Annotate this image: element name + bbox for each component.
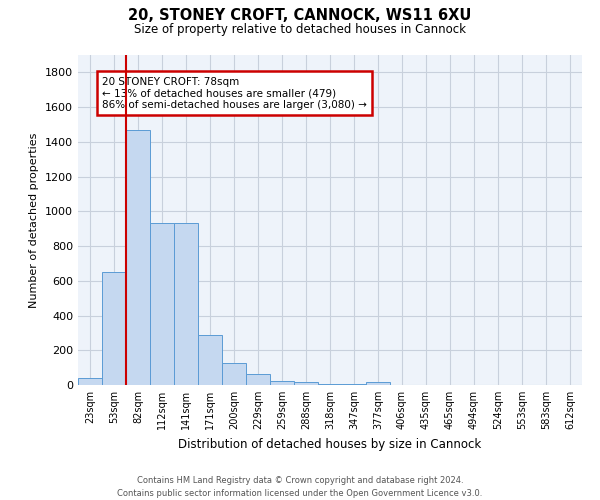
Bar [78,378,102,385]
Bar [342,384,366,385]
Bar [318,384,342,385]
Text: 20 STONEY CROFT: 78sqm
← 13% of detached houses are smaller (479)
86% of semi-de: 20 STONEY CROFT: 78sqm ← 13% of detached… [102,76,367,110]
Bar [270,380,294,385]
Bar [366,382,390,385]
Text: Size of property relative to detached houses in Cannock: Size of property relative to detached ho… [134,22,466,36]
Bar [150,222,174,385]
Y-axis label: Number of detached properties: Number of detached properties [29,132,40,308]
Bar [174,222,198,385]
Bar [102,272,126,385]
Bar [198,334,222,385]
X-axis label: Distribution of detached houses by size in Cannock: Distribution of detached houses by size … [178,438,482,450]
Bar [126,130,150,385]
Bar [246,374,270,385]
Text: Contains HM Land Registry data © Crown copyright and database right 2024.
Contai: Contains HM Land Registry data © Crown c… [118,476,482,498]
Bar [294,382,318,385]
Text: 20, STONEY CROFT, CANNOCK, WS11 6XU: 20, STONEY CROFT, CANNOCK, WS11 6XU [128,8,472,22]
Bar [222,364,246,385]
